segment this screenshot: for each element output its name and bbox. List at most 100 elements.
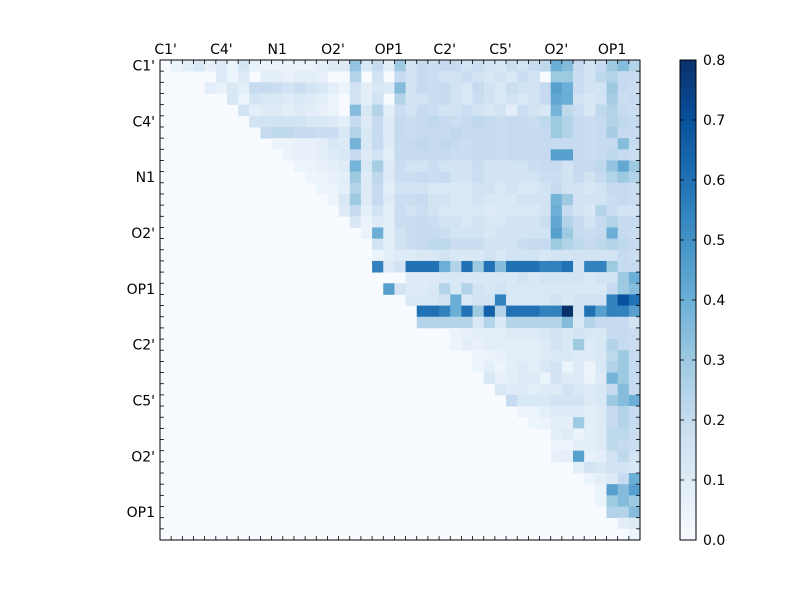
heatmap-cell [573, 82, 585, 94]
heatmap-cell [405, 93, 418, 106]
heatmap-cell [517, 260, 529, 273]
heatmap-cell [606, 182, 619, 195]
heatmap-cell [628, 473, 641, 485]
heatmap-cell [494, 316, 507, 329]
heatmap-cell [517, 182, 529, 195]
heatmap-cell [606, 149, 619, 161]
heatmap-cell [416, 249, 429, 262]
heatmap-cell [372, 104, 384, 117]
heatmap-cell [573, 450, 585, 463]
heatmap-cell [461, 205, 473, 217]
heatmap-cell [226, 60, 239, 72]
heatmap-cell [439, 205, 451, 217]
heatmap-cell [528, 361, 540, 373]
heatmap-cell [506, 361, 518, 373]
heatmap-cell [628, 372, 641, 385]
heatmap-cell [595, 450, 607, 463]
heatmap-cell [483, 193, 496, 206]
heatmap-cell [461, 171, 473, 184]
heatmap-cell [427, 238, 440, 251]
heatmap-cell [628, 149, 641, 161]
heatmap-cell [584, 71, 596, 83]
heatmap-cell [584, 182, 596, 195]
heatmap-cell [584, 294, 596, 306]
heatmap-cell [550, 406, 563, 418]
heatmap-cell [528, 327, 540, 340]
heatmap-cell [606, 339, 619, 351]
heatmap-cell [573, 294, 585, 306]
heatmap-cell [416, 182, 429, 195]
y-tick-label: OP1 [127, 282, 155, 298]
heatmap-cell [617, 350, 630, 362]
heatmap-cell [383, 216, 395, 228]
heatmap-cell [539, 417, 552, 429]
heatmap-cell [427, 104, 440, 117]
heatmap-cell [561, 171, 574, 184]
heatmap-frame [159, 59, 641, 541]
heatmap-cell [483, 272, 496, 284]
heatmap-cell [539, 383, 552, 396]
heatmap-cell [394, 283, 406, 295]
heatmap-cell [561, 283, 574, 295]
heatmap-cell [372, 171, 384, 184]
heatmap-cell [628, 316, 641, 329]
heatmap-cell [360, 126, 373, 139]
heatmap-cell [316, 126, 328, 139]
y-tick-labels: C1' C4' N1 O2' OP1 C2' C5' O2' OP1 [127, 59, 155, 521]
heatmap-cell [561, 182, 574, 195]
heatmap-cell [584, 350, 596, 362]
heatmap-cell [338, 182, 351, 195]
heatmap-cell [405, 249, 418, 262]
heatmap-cell [606, 450, 619, 463]
heatmap-cell [595, 350, 607, 362]
heatmap-cell [528, 305, 540, 318]
heatmap-cell [405, 227, 418, 240]
heatmap-cell [316, 93, 328, 106]
heatmap-cell [327, 82, 340, 94]
x-tick-label: C4' [210, 42, 233, 58]
heatmap-cell [394, 60, 406, 72]
heatmap-cell [450, 82, 462, 94]
heatmap-cell [595, 473, 607, 485]
heatmap-cell [494, 283, 507, 295]
heatmap-cell [483, 316, 496, 329]
heatmap-cell [595, 216, 607, 228]
heatmap-cell [595, 260, 607, 273]
heatmap-cell [539, 316, 552, 329]
heatmap-cell [249, 104, 261, 117]
heatmap-cell [539, 305, 552, 318]
heatmap-cell [539, 216, 552, 228]
heatmap-cell [383, 205, 395, 217]
heatmap-cell [606, 93, 619, 106]
heatmap-cell [394, 115, 406, 128]
heatmap-cell [628, 450, 641, 463]
heatmap-cell [372, 227, 384, 240]
heatmap-cell [483, 182, 496, 195]
heatmap-cell [550, 428, 563, 440]
heatmap-cell [383, 283, 395, 295]
heatmap-cell [338, 115, 351, 128]
heatmap-cell [595, 417, 607, 429]
heatmap-cell [494, 104, 507, 117]
heatmap-cell [461, 93, 473, 106]
heatmap-cell [260, 60, 273, 72]
heatmap-cell [506, 339, 518, 351]
heatmap-cell [584, 394, 596, 407]
heatmap-cell [550, 361, 563, 373]
heatmap-cell [349, 104, 362, 117]
x-tick-label: O2' [544, 42, 568, 58]
heatmap-cell [506, 115, 518, 128]
heatmap-cell [561, 193, 574, 206]
heatmap-cell [416, 216, 429, 228]
heatmap-cell [494, 327, 507, 340]
heatmap-cell [338, 126, 351, 139]
heatmap-cell [517, 272, 529, 284]
heatmap-cell [506, 216, 518, 228]
heatmap-cell [606, 372, 619, 385]
heatmap-cell [628, 82, 641, 94]
heatmap-cell [550, 260, 563, 273]
heatmap-cell [439, 216, 451, 228]
heatmap-cell [517, 115, 529, 128]
heatmap-cell [528, 417, 540, 429]
y-tick-label: O2' [131, 226, 155, 242]
